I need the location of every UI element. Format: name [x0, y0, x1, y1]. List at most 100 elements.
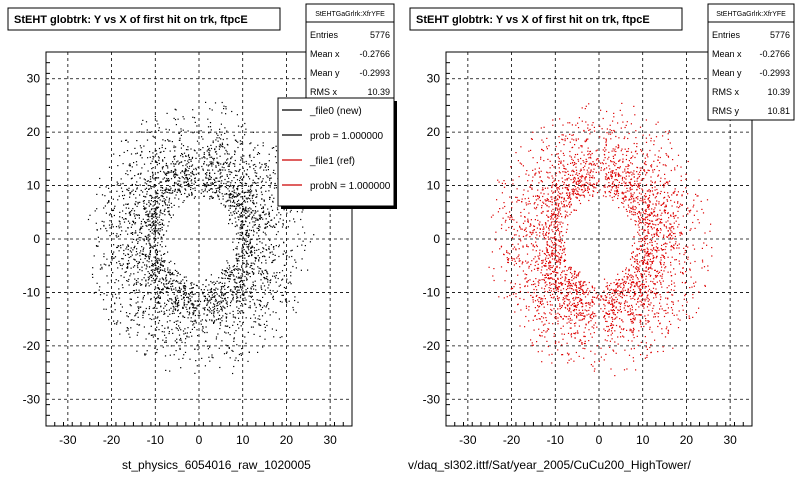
- data-point: [144, 188, 146, 190]
- data-point: [116, 246, 119, 248]
- y-tick-label: 10: [27, 179, 41, 193]
- data-point: [233, 192, 235, 194]
- data-point: [265, 181, 267, 183]
- data-point: [575, 312, 578, 314]
- data-point: [189, 292, 191, 294]
- data-point: [557, 255, 559, 257]
- data-point: [268, 190, 270, 192]
- data-point: [651, 253, 653, 255]
- data-point: [213, 303, 215, 305]
- data-point: [215, 188, 217, 190]
- data-point: [552, 323, 554, 325]
- data-point: [240, 204, 242, 206]
- data-point: [99, 186, 101, 188]
- data-point: [247, 247, 249, 249]
- data-point: [624, 185, 626, 187]
- data-point: [604, 186, 606, 188]
- data-point: [573, 310, 575, 312]
- data-point: [638, 229, 641, 231]
- data-point: [144, 179, 146, 181]
- data-point: [268, 215, 271, 217]
- data-point: [187, 327, 189, 329]
- data-point: [290, 283, 292, 285]
- data-point: [606, 177, 609, 179]
- data-point: [621, 102, 623, 104]
- data-point: [194, 180, 196, 182]
- data-point: [214, 192, 216, 194]
- data-point: [236, 174, 238, 177]
- data-point: [541, 335, 543, 337]
- data-point: [596, 149, 598, 151]
- data-point: [192, 287, 194, 289]
- data-point: [692, 293, 694, 296]
- data-point: [141, 151, 143, 153]
- data-point: [223, 306, 225, 308]
- data-point: [185, 306, 187, 308]
- data-point: [219, 168, 221, 170]
- data-point: [613, 116, 615, 118]
- data-point: [619, 293, 621, 295]
- data-point: [620, 295, 622, 298]
- data-point: [257, 144, 259, 146]
- data-point: [654, 240, 656, 242]
- data-point: [194, 314, 196, 317]
- data-point: [633, 315, 635, 317]
- data-point: [114, 323, 116, 325]
- data-point: [247, 197, 249, 199]
- data-point: [650, 267, 652, 269]
- data-point: [202, 191, 204, 193]
- data-point: [180, 155, 182, 157]
- data-point: [194, 196, 196, 198]
- data-point: [602, 117, 604, 120]
- data-point: [198, 296, 200, 298]
- data-point: [667, 256, 669, 258]
- data-point: [282, 224, 284, 226]
- data-point: [304, 245, 306, 247]
- data-point: [296, 211, 298, 213]
- data-point: [223, 167, 225, 169]
- data-point: [234, 281, 236, 283]
- data-point: [622, 176, 624, 178]
- data-point: [157, 237, 159, 239]
- data-point: [214, 102, 217, 104]
- data-point: [690, 209, 692, 211]
- data-point: [220, 144, 222, 146]
- data-point: [604, 339, 606, 341]
- data-point: [221, 142, 223, 144]
- data-point: [685, 313, 688, 315]
- data-point: [162, 289, 164, 291]
- data-point: [543, 279, 545, 282]
- data-point: [151, 275, 153, 277]
- data-point: [185, 176, 187, 179]
- data-point: [698, 307, 700, 309]
- data-point: [621, 202, 623, 204]
- data-point: [250, 208, 252, 210]
- data-point: [252, 246, 254, 248]
- data-point: [608, 302, 610, 304]
- data-point: [243, 200, 245, 202]
- data-point: [214, 181, 216, 184]
- data-point: [562, 164, 564, 166]
- data-point: [254, 257, 256, 259]
- data-point: [638, 280, 640, 283]
- data-point: [647, 231, 649, 233]
- data-point: [243, 312, 245, 314]
- data-point: [150, 299, 152, 301]
- data-point: [566, 281, 568, 283]
- data-point: [225, 108, 227, 110]
- data-point: [194, 177, 196, 180]
- data-point: [210, 131, 212, 133]
- data-point: [671, 194, 673, 196]
- data-point: [161, 331, 163, 333]
- data-point: [123, 194, 126, 196]
- data-point: [283, 250, 285, 252]
- data-point: [562, 248, 564, 250]
- data-point: [147, 282, 149, 284]
- data-point: [188, 185, 190, 188]
- data-point: [154, 321, 156, 323]
- data-point: [152, 224, 154, 226]
- data-point: [137, 242, 139, 244]
- data-point: [177, 190, 179, 192]
- data-point: [249, 272, 251, 274]
- data-point: [577, 180, 579, 182]
